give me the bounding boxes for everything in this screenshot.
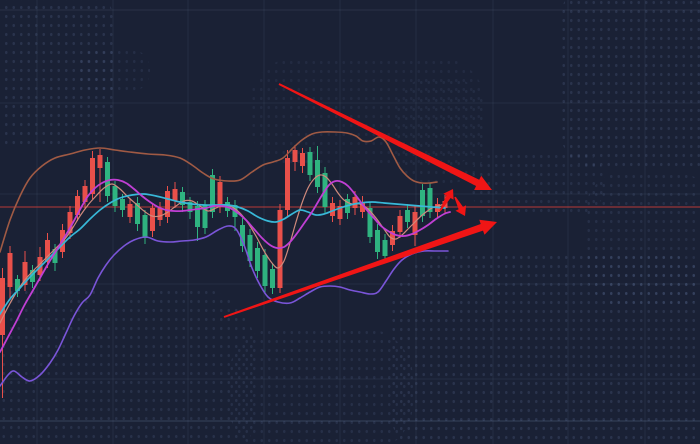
ma-cyan-line (0, 193, 446, 315)
candle (112, 181, 118, 212)
candle (270, 263, 275, 294)
lower-trend-arrow (223, 219, 497, 318)
candle (427, 183, 433, 218)
candle (7, 246, 13, 300)
candle (367, 202, 373, 243)
candle (405, 204, 410, 228)
candle (195, 201, 200, 241)
candle (412, 206, 418, 246)
candle (240, 218, 245, 252)
candle (30, 265, 35, 288)
signal-up-arrow (439, 189, 454, 212)
candle (105, 157, 110, 202)
trend-arrow-annotations (223, 83, 497, 318)
candle (82, 180, 88, 209)
candle (150, 203, 155, 237)
candle (15, 275, 20, 297)
candle (0, 268, 5, 398)
candle (375, 224, 380, 259)
candle (330, 197, 335, 222)
candle (67, 206, 73, 239)
upper-trend-arrow (278, 83, 492, 190)
candle (127, 198, 133, 223)
candle (180, 187, 185, 212)
indicator-overlays (0, 131, 451, 387)
candle (142, 210, 148, 244)
candle (97, 149, 103, 202)
candle (262, 249, 268, 293)
candlestick-series (0, 145, 448, 398)
candle (307, 147, 313, 181)
candle (382, 234, 388, 263)
candle (157, 202, 163, 226)
candle (135, 197, 140, 231)
candle (45, 233, 50, 268)
candle (300, 148, 305, 173)
candle (397, 210, 403, 238)
candle (165, 186, 170, 223)
candle (172, 182, 178, 208)
bollinger-upper-band-line (0, 131, 438, 253)
candle (255, 242, 260, 278)
candle (315, 146, 320, 193)
candle (360, 196, 365, 218)
signal-down-arrow (454, 196, 467, 216)
candle (420, 184, 425, 222)
candle (337, 200, 343, 225)
candle (285, 150, 290, 216)
candle (292, 145, 298, 171)
candle (22, 251, 28, 291)
bollinger-lower-band-line (0, 225, 449, 387)
ma-magenta-line (0, 178, 451, 353)
